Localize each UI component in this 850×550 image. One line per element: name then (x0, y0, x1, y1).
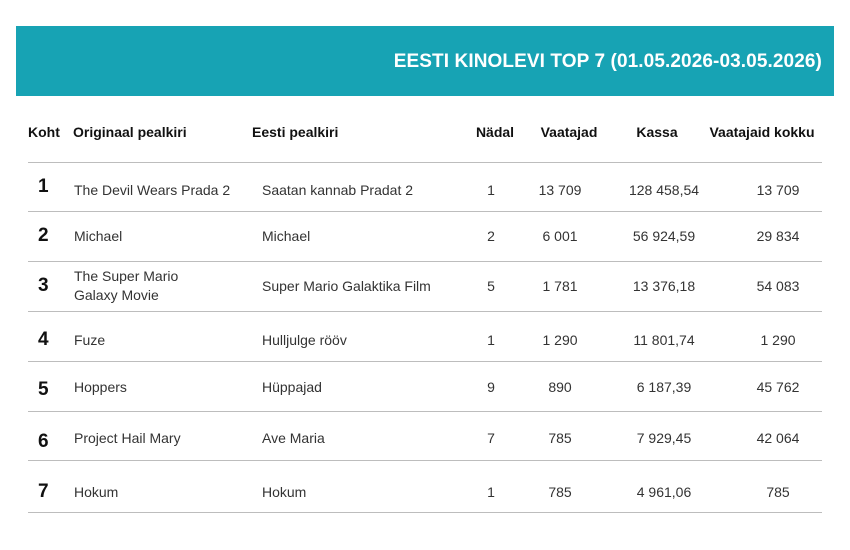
estonian-title: Hüppajad (262, 379, 322, 395)
week-value: 5 (487, 278, 495, 294)
original-title: The Super Mario Galaxy Movie (74, 268, 179, 303)
estonian-title: Ave Maria (262, 430, 325, 446)
row-divider (28, 261, 822, 262)
rank-number: 5 (38, 379, 49, 400)
estonian-title: Hulljulge rööv (262, 332, 347, 348)
week-value: 1 (487, 182, 495, 198)
box-office-value: 6 187,39 (636, 379, 692, 395)
page-title: EESTI KINOLEVI TOP 7 (01.05.2026-03.05.2… (393, 51, 822, 72)
viewers-value: 890 (548, 379, 572, 395)
estonian-title: Super Mario Galaktika Film (262, 278, 431, 294)
table-header: Koht Originaal pealkiri Eesti pealkiri N… (0, 124, 850, 144)
rank-number: 7 (38, 481, 49, 502)
week-value: 1 (487, 332, 495, 348)
row-divider (28, 411, 822, 412)
original-title: Project Hail Mary (74, 430, 181, 446)
week-value: 2 (487, 228, 495, 244)
viewers-value: 785 (548, 484, 572, 500)
rank-number: 2 (38, 225, 49, 246)
week-value: 7 (487, 430, 495, 446)
total-viewers-value: 29 834 (756, 228, 800, 244)
box-office-value: 7 929,45 (636, 430, 692, 446)
viewers-value: 1 290 (542, 332, 578, 348)
viewers-value: 13 709 (538, 182, 582, 198)
column-header-original-title: Originaal pealkiri (73, 124, 187, 140)
box-office-value: 11 801,74 (633, 332, 695, 348)
estonian-title: Michael (262, 228, 311, 244)
original-title: Michael (74, 228, 123, 244)
row-divider (28, 361, 822, 362)
estonian-title: Hokum (262, 484, 307, 500)
total-viewers-value: 1 290 (760, 332, 796, 348)
total-viewers-value: 42 064 (756, 430, 800, 446)
original-title: Hokum (74, 484, 119, 500)
box-office-value: 13 376,18 (632, 278, 696, 294)
week-value: 1 (487, 484, 495, 500)
column-header-week: Nädal (475, 124, 515, 140)
viewers-value: 1 781 (542, 278, 578, 294)
rank-number: 6 (38, 431, 49, 452)
row-divider (28, 162, 822, 163)
column-header-estonian-title: Eesti pealkiri (252, 124, 339, 140)
total-viewers-value: 54 083 (756, 278, 800, 294)
row-divider (28, 460, 822, 461)
original-title: Fuze (74, 332, 106, 348)
box-office-value: 56 924,59 (632, 228, 696, 244)
total-viewers-value: 13 709 (756, 182, 800, 198)
row-divider (28, 512, 822, 513)
column-header-rank: Koht (28, 124, 60, 140)
total-viewers-value: 785 (766, 484, 790, 500)
original-title: Hoppers (74, 379, 127, 395)
viewers-value: 6 001 (542, 228, 578, 244)
box-office-value: 128 458,54 (628, 182, 700, 198)
week-value: 9 (487, 379, 495, 395)
total-viewers-value: 45 762 (756, 379, 800, 395)
box-office-value: 4 961,06 (636, 484, 692, 500)
estonian-title: Saatan kannab Pradat 2 (262, 182, 414, 198)
rank-number: 4 (38, 329, 49, 350)
original-title: The Devil Wears Prada 2 (74, 182, 231, 198)
column-header-box-office: Kassa (636, 124, 678, 140)
column-header-total-viewers: Vaatajaid kokku (709, 124, 815, 140)
rank-number: 1 (38, 176, 49, 197)
row-divider (28, 211, 822, 212)
row-divider (28, 311, 822, 312)
column-header-viewers: Vaatajad (540, 124, 598, 140)
title-banner: EESTI KINOLEVI TOP 7 (01.05.2026-03.05.2… (16, 26, 834, 96)
rank-number: 3 (38, 275, 49, 296)
viewers-value: 785 (548, 430, 572, 446)
